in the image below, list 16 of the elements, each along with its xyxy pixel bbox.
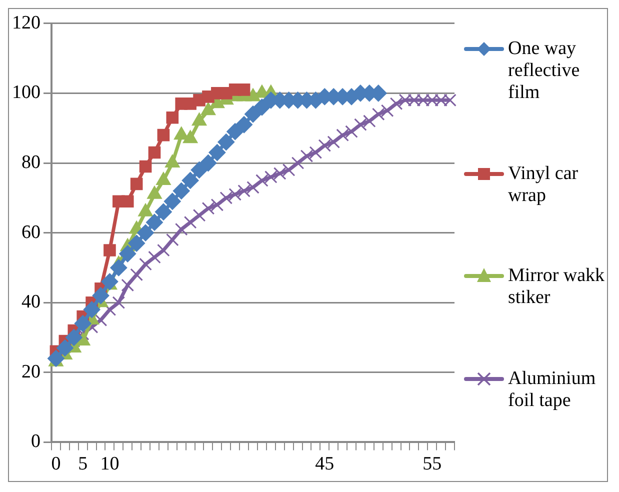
x-tick-label: 55 [422,454,442,475]
y-tick-label: 40 [22,292,40,313]
x-tick-label: 45 [315,454,334,475]
legend-label: Aluminium foil tape [508,368,597,412]
x-tick-label: 0 [51,454,61,475]
y-tick-label: 60 [22,222,40,243]
y-tick-label: 100 [12,82,40,104]
y-tick-label: 0 [31,431,40,452]
y-tick-label: 120 [12,12,40,34]
y-tick-label: 20 [22,361,40,382]
x-tick-label: 10 [100,454,120,475]
legend-label: Mirror wakk stiker [508,265,606,310]
legend-label: Vinyl car wrap [508,162,580,207]
x-tick-label: 5 [78,454,88,475]
y-tick-label: 80 [22,152,40,173]
legend-label: One way reflective film [508,38,581,104]
